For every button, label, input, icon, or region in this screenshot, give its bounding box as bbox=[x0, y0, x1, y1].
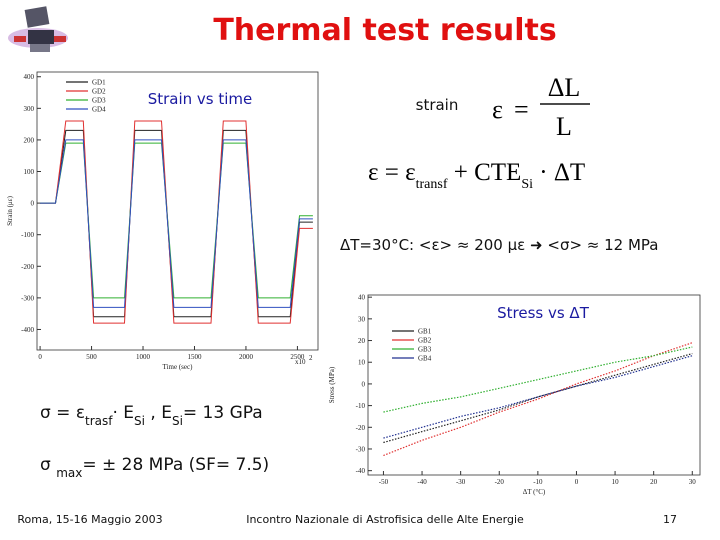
stress-max: σ max= ± 28 MPa (SF= 7.5) bbox=[40, 455, 269, 480]
x-tick-label: 10 bbox=[612, 478, 620, 486]
y-tick-label: 30 bbox=[358, 315, 366, 323]
formula-text: ε = ε bbox=[368, 159, 416, 186]
formula-text: , E bbox=[145, 403, 172, 423]
legend-label: GD1 bbox=[92, 79, 106, 87]
x-tick-label: 1000 bbox=[136, 353, 151, 361]
x-tick-label: -20 bbox=[495, 478, 505, 486]
subscript: trasf bbox=[85, 414, 113, 428]
legend-label: GD2 bbox=[92, 88, 106, 96]
legend-label: GB1 bbox=[418, 328, 432, 336]
x-tick-label: 2000 bbox=[239, 353, 254, 361]
series-line bbox=[40, 139, 313, 308]
y-tick-label: -400 bbox=[21, 326, 34, 334]
formula-text: · ΔT bbox=[533, 159, 585, 186]
x-tick-label: -40 bbox=[417, 478, 427, 486]
x-tick-label: -50 bbox=[379, 478, 389, 486]
y-tick-label: 40 bbox=[358, 294, 366, 302]
y-tick-label: -100 bbox=[21, 231, 34, 239]
formula-text: σ bbox=[40, 455, 56, 475]
y-tick-label: -10 bbox=[356, 402, 366, 410]
y-tick-label: 20 bbox=[358, 337, 366, 345]
delta-t-result: ΔT=30°C: <ε> ≈ 200 με ➜ <σ> ≈ 12 MPa bbox=[340, 236, 659, 254]
x-tick-label: -10 bbox=[533, 478, 543, 486]
legend-label: GD3 bbox=[92, 97, 106, 105]
chart-title: Strain vs time bbox=[148, 90, 253, 108]
series-line bbox=[383, 353, 693, 444]
y-tick-label: -200 bbox=[21, 263, 34, 271]
x-tick-label: 1500 bbox=[187, 353, 202, 361]
y-tick-label: 100 bbox=[24, 168, 35, 176]
strain-model: ε = εtransf + CTESi · ΔT bbox=[368, 159, 585, 192]
x-axis-label: Time (sec) bbox=[163, 363, 194, 371]
formula-text: · E bbox=[112, 403, 134, 423]
y-tick-label: 300 bbox=[24, 105, 35, 113]
x-multiplier: x10 bbox=[295, 358, 306, 366]
legend-label: GD4 bbox=[92, 106, 106, 114]
x-tick-label: -30 bbox=[456, 478, 466, 486]
footer-page: 17 bbox=[663, 513, 677, 526]
formula-symbol: = bbox=[514, 95, 529, 124]
footer-left: Roma, 15-16 Maggio 2003 bbox=[17, 513, 162, 526]
y-tick-label: -300 bbox=[21, 294, 34, 302]
x-axis-label: ΔT (°C) bbox=[523, 488, 546, 496]
x-tick-label: 0 bbox=[575, 478, 579, 486]
x-tick-label: 30 bbox=[689, 478, 697, 486]
strain-definition: ε = ΔL L bbox=[492, 73, 590, 141]
legend-label: GB4 bbox=[418, 355, 432, 363]
formula-numerator: ΔL bbox=[548, 73, 581, 102]
series-line bbox=[383, 342, 693, 457]
x-tick-label: 2500 bbox=[290, 353, 305, 361]
y-tick-label: 200 bbox=[24, 136, 35, 144]
x-multiplier-exponent: 2 bbox=[309, 354, 313, 362]
formula-text: = 13 GPa bbox=[183, 403, 263, 423]
y-tick-label: 10 bbox=[358, 359, 366, 367]
y-tick-label: -30 bbox=[356, 445, 366, 453]
y-axis-label: Strain (με) bbox=[6, 195, 14, 225]
subscript: Si bbox=[521, 177, 533, 192]
subscript: Si bbox=[134, 414, 145, 428]
logo bbox=[8, 6, 68, 52]
formula-symbol: ε bbox=[492, 95, 503, 124]
strain-label: strain bbox=[416, 96, 459, 114]
x-tick-label: 20 bbox=[650, 478, 658, 486]
legend-label: GB3 bbox=[418, 346, 432, 354]
formula-denominator: L bbox=[556, 112, 572, 141]
y-tick-label: 400 bbox=[24, 73, 35, 81]
y-tick-label: -40 bbox=[356, 467, 366, 475]
formula-text: = ± 28 MPa (SF= 7.5) bbox=[82, 455, 269, 475]
stress-formula: σ = εtrasf· ESi , ESi= 13 GPa bbox=[40, 403, 263, 428]
subscript: max bbox=[56, 466, 82, 480]
formula-text: + CTE bbox=[448, 159, 522, 186]
x-tick-label: 500 bbox=[86, 353, 97, 361]
stress-chart: 40 30 20 10 0 -10 -20 -30 -40 -50 -40 -30 -20 -10 0 10 2… bbox=[328, 294, 701, 496]
plot-frame bbox=[36, 71, 319, 351]
plot-frame bbox=[367, 294, 701, 476]
subscript: transf bbox=[416, 177, 448, 192]
chart-title: Stress vs ΔT bbox=[497, 304, 590, 322]
formula-text: σ = ε bbox=[40, 403, 85, 423]
footer-center: Incontro Nazionale di Astrofisica delle … bbox=[246, 513, 524, 526]
y-axis-label: Stress (MPa) bbox=[328, 366, 336, 403]
slide-title: Thermal test results bbox=[213, 13, 556, 48]
y-tick-label: -20 bbox=[356, 424, 366, 432]
y-tick-label: 0 bbox=[362, 380, 366, 388]
legend-label: GB2 bbox=[418, 337, 432, 345]
subscript: Si bbox=[172, 414, 183, 428]
x-tick-label: 0 bbox=[38, 353, 42, 361]
series-line bbox=[383, 355, 693, 439]
y-tick-label: 0 bbox=[31, 200, 35, 208]
